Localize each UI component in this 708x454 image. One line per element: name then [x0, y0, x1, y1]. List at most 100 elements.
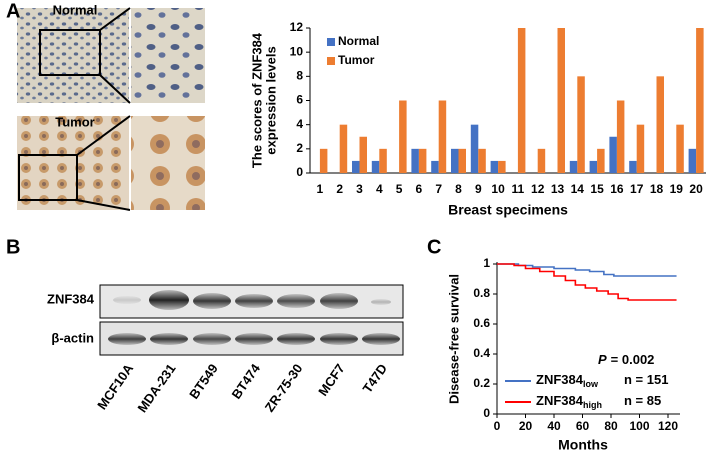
bar [478, 148, 486, 173]
image-label: Tumor [55, 114, 94, 129]
legend-count: n = 151 [624, 372, 668, 387]
x-tick-label: 20 [689, 182, 703, 196]
x-tick-label: 12 [531, 182, 545, 196]
blot-row-label: β-actin [51, 330, 94, 345]
normal-zoom [130, 8, 205, 103]
bar [656, 76, 664, 173]
legend-name: ZNF384 [536, 393, 584, 408]
bar [438, 100, 447, 173]
legend-label: ZNF384low n = 151 [536, 372, 668, 389]
bar [636, 124, 645, 173]
panel-label: B [6, 236, 20, 258]
x-tick-label: 17 [630, 182, 644, 196]
x-tick-label: 4 [376, 182, 383, 196]
bar [431, 160, 439, 173]
x-tick-label: 9 [475, 182, 482, 196]
y-tick-label: 0.8 [473, 286, 490, 300]
bar [319, 148, 328, 173]
lane-label: MDA-231 [134, 361, 178, 415]
legend-label: ZNF384high n = 85 [536, 393, 661, 410]
tumor-zoom [130, 116, 205, 210]
bar [371, 160, 380, 173]
legend-count: n = 85 [624, 393, 661, 408]
x-tick-label: 40 [547, 419, 561, 433]
p-text: = 0.002 [611, 352, 655, 367]
bar [418, 148, 427, 173]
y-axis-label: The scores of ZNF384 [249, 32, 264, 168]
bar [411, 148, 419, 173]
bar [597, 148, 605, 173]
bar [577, 76, 585, 173]
bar [451, 148, 459, 173]
x-tick-label: 80 [604, 419, 618, 433]
lane-label: BT549 [186, 361, 221, 402]
bar [379, 148, 387, 173]
bar [399, 100, 407, 173]
y-tick-label: 0.6 [473, 316, 490, 330]
x-tick-label: 11 [512, 182, 525, 196]
panel-label: A [6, 0, 20, 22]
x-tick-label: 10 [491, 182, 505, 196]
bar [517, 28, 526, 173]
p-value: P = 0.002 [598, 352, 654, 367]
normal-image [17, 8, 130, 103]
bar [498, 160, 506, 173]
zoom-box [39, 29, 101, 76]
bar [569, 160, 578, 173]
bar [696, 28, 704, 173]
y-tick-label: 8 [296, 69, 303, 83]
legend-swatch [327, 38, 335, 46]
y-tick-label: 0 [483, 406, 490, 420]
bar [676, 124, 684, 173]
x-tick-label: 1 [317, 182, 324, 196]
x-tick-label: 13 [551, 182, 565, 196]
bar [629, 160, 637, 173]
x-tick-label: 15 [590, 182, 604, 196]
x-axis-label: Months [558, 437, 608, 453]
x-axis-label: Breast specimens [448, 202, 568, 218]
x-tick-label: 6 [416, 182, 423, 196]
blot-bands [108, 290, 400, 345]
lane-label: T47D [360, 361, 391, 396]
zoom-box [18, 154, 78, 201]
bar [537, 148, 546, 173]
x-tick-label: 3 [356, 182, 363, 196]
lane-label: ZR-75-30 [262, 361, 306, 415]
legend-label: Tumor [338, 53, 375, 67]
y-axis-label: expression levels [263, 46, 278, 154]
x-tick-label: 14 [571, 182, 585, 196]
tumor-image [17, 116, 130, 210]
bar [359, 136, 367, 173]
blot-row-label: ZNF384 [47, 291, 95, 306]
legend-label: Normal [338, 34, 379, 48]
x-tick-label: 7 [435, 182, 442, 196]
x-tick-label: 0 [494, 419, 501, 433]
lane-label: MCF7 [315, 361, 348, 399]
x-tick-label: 16 [610, 182, 624, 196]
lane-label: BT474 [228, 360, 263, 401]
x-tick-label: 8 [455, 182, 462, 196]
y-tick-label: 1 [483, 256, 490, 270]
x-tick-label: 5 [396, 182, 403, 196]
bar [616, 100, 625, 173]
lane-label: MCF10A [94, 361, 136, 413]
bar [557, 28, 565, 173]
x-tick-label: 60 [576, 419, 590, 433]
y-tick-label: 0.4 [473, 346, 490, 360]
y-axis-label: Disease-free survival [446, 274, 461, 404]
bar [490, 160, 499, 173]
bar [458, 148, 466, 173]
survival-curve [497, 263, 677, 301]
x-tick-label: 120 [658, 419, 678, 433]
x-tick-label: 2 [336, 182, 343, 196]
image-label: Normal [53, 2, 98, 17]
y-tick-label: 4 [296, 117, 303, 131]
y-tick-label: 10 [290, 44, 304, 58]
legend-subscript: high [583, 400, 602, 410]
bar [470, 124, 479, 173]
x-tick-label: 19 [670, 182, 684, 196]
legend-subscript: low [583, 379, 599, 389]
bar [609, 136, 617, 173]
y-tick-label: 6 [296, 93, 303, 107]
